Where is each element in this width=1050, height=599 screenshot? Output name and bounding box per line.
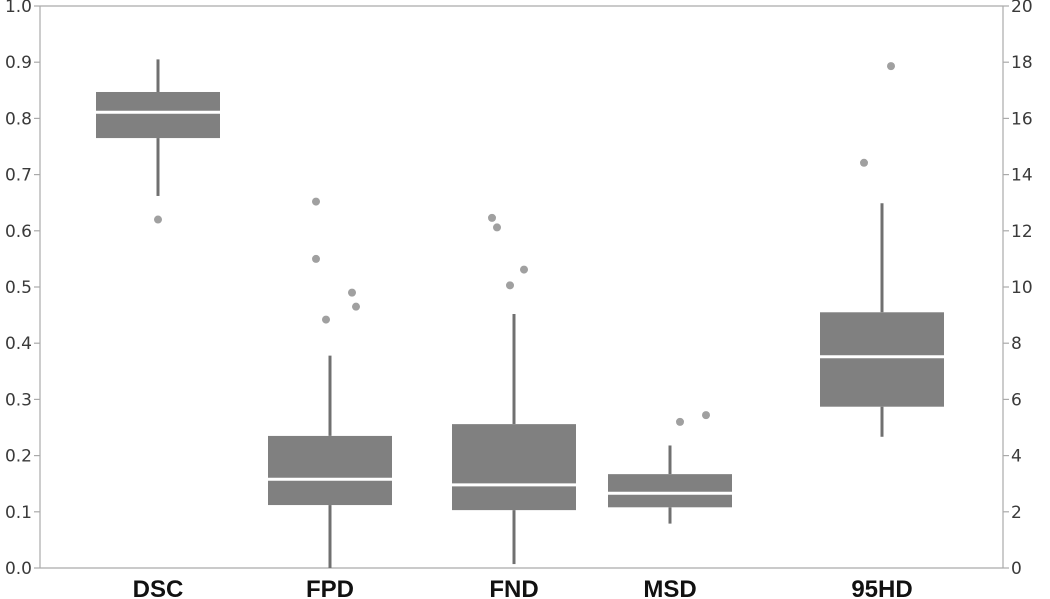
- box-group: [96, 59, 944, 568]
- box-fnd: [452, 213, 576, 565]
- outlier-point: [322, 315, 330, 324]
- iqr-box: [96, 91, 220, 139]
- left-tick-label: 0.6: [5, 222, 32, 242]
- right-tick-label: 6: [1011, 390, 1022, 410]
- right-tick-label: 10: [1011, 278, 1033, 298]
- category-label-fnd: FND: [489, 576, 538, 599]
- left-tick-label: 0.5: [5, 278, 32, 298]
- right-tick-label: 2: [1011, 503, 1022, 523]
- outlier-point: [520, 265, 528, 274]
- category-label-95hd: 95HD: [851, 576, 912, 599]
- box-dsc: [96, 59, 220, 224]
- outlier-point: [676, 417, 684, 426]
- right-tick-label: 12: [1011, 222, 1033, 242]
- category-label-msd: MSD: [643, 576, 696, 599]
- outlier-point: [352, 302, 360, 311]
- outlier-point: [348, 288, 356, 297]
- right-tick-label: 8: [1011, 334, 1022, 354]
- outlier-point: [860, 158, 868, 167]
- left-tick-label: 0.3: [5, 390, 32, 410]
- axes: 0.0 0.1 0.2 0.3 0.4 0.5 0.6 0.7 0.8 0.9 1.0 0 2 4 6 8 10…: [5, 0, 1033, 599]
- right-tick-label: 4: [1011, 447, 1022, 467]
- left-tick-label: 0.7: [5, 166, 32, 186]
- box-fpd: [268, 197, 392, 568]
- box-95hd: [820, 62, 944, 437]
- left-tick-label: 0.1: [5, 503, 32, 523]
- outlier-point: [506, 281, 514, 290]
- right-tick-label: 14: [1011, 166, 1033, 186]
- iqr-box: [608, 474, 732, 508]
- box-msd: [608, 411, 732, 524]
- outlier-point: [702, 411, 710, 420]
- left-tick-label: 0.4: [5, 334, 32, 354]
- outlier-point: [312, 197, 320, 206]
- left-tick-label: 0.8: [5, 109, 32, 129]
- left-tick-label: 1.0: [5, 0, 32, 17]
- right-tick-label: 16: [1011, 109, 1033, 129]
- left-tick-label: 0.9: [5, 53, 32, 73]
- iqr-box: [820, 312, 944, 407]
- iqr-box: [268, 435, 392, 506]
- iqr-box: [452, 424, 576, 511]
- category-label-fpd: FPD: [306, 576, 354, 599]
- right-tick-label: 0: [1011, 559, 1022, 579]
- outlier-point: [154, 215, 162, 224]
- right-tick-label: 18: [1011, 53, 1033, 73]
- outlier-point: [887, 62, 895, 71]
- outlier-point: [493, 223, 501, 232]
- left-tick-label: 0.2: [5, 447, 32, 467]
- outlier-point: [312, 254, 320, 263]
- right-tick-label: 20: [1011, 0, 1033, 17]
- left-tick-label: 0.0: [5, 559, 32, 579]
- outlier-point: [488, 213, 496, 222]
- category-label-dsc: DSC: [133, 576, 184, 599]
